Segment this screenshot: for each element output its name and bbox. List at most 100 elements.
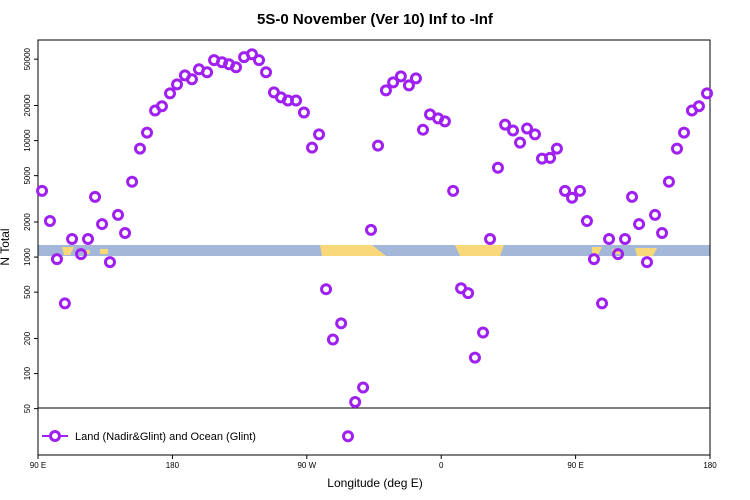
data-point: [260, 66, 273, 79]
data-point: [394, 70, 407, 83]
data-point: [701, 87, 714, 100]
data-point: [626, 190, 639, 203]
data-point: [372, 139, 385, 152]
data-point: [656, 226, 669, 239]
data-point: [514, 136, 527, 149]
data-point: [528, 128, 541, 141]
data-point: [409, 72, 422, 85]
x-tick-label: 0: [439, 461, 444, 470]
data-point: [678, 126, 691, 139]
data-point: [468, 351, 481, 364]
data-point: [326, 333, 339, 346]
data-point: [379, 84, 392, 97]
y-axis-label: N Total: [0, 228, 12, 265]
data-point: [550, 142, 563, 155]
data-point: [66, 232, 79, 245]
legend-marker: [49, 430, 61, 442]
y-tick-label: 5000: [23, 166, 32, 184]
x-tick-label: 90 W: [297, 461, 316, 470]
data-point: [253, 54, 266, 67]
data-point: [580, 215, 593, 228]
data-point: [612, 248, 625, 261]
x-tick-label: 90 E: [567, 461, 583, 470]
y-tick-label: 100: [23, 366, 32, 380]
x-axis-label: Longitude (deg E): [327, 476, 422, 490]
land-patch: [62, 247, 657, 256]
data-point: [335, 317, 348, 330]
data-point: [619, 232, 632, 245]
data-point: [171, 78, 184, 91]
land-patch: [320, 245, 386, 256]
data-point: [96, 218, 109, 231]
y-tick-label: 500: [23, 285, 32, 299]
data-point: [58, 297, 71, 310]
data-point: [43, 215, 56, 228]
data-point: [141, 126, 154, 139]
data-point: [387, 76, 400, 89]
data-point: [133, 142, 146, 155]
y-tick-label: 50000: [23, 47, 32, 70]
data-point: [521, 122, 534, 135]
data-point: [633, 218, 646, 231]
chart-title: 5S-0 November (Ver 10) Inf to -Inf: [257, 11, 494, 28]
data-point: [573, 184, 586, 197]
data-point: [89, 190, 102, 203]
data-point: [558, 184, 571, 197]
x-tick-label: 90 E: [30, 461, 46, 470]
data-point: [484, 232, 497, 245]
data-point: [603, 232, 616, 245]
data-point: [447, 184, 460, 197]
plot-frame: [37, 39, 711, 456]
data-point: [402, 79, 415, 92]
data-point: [290, 94, 303, 107]
data-point: [640, 256, 653, 269]
data-point: [491, 161, 504, 174]
y-tick-label: 200: [23, 331, 32, 345]
y-tick-label: 20000: [23, 94, 32, 117]
data-point: [349, 396, 362, 409]
data-point: [477, 326, 490, 339]
data-point: [297, 106, 310, 119]
y-tick-label: 1000: [23, 248, 32, 266]
data-point: [587, 253, 600, 266]
data-point: [50, 253, 63, 266]
data-point: [416, 123, 429, 136]
data-point: [313, 128, 326, 141]
data-point: [357, 381, 370, 394]
data-point: [662, 175, 675, 188]
data-point: [507, 124, 520, 137]
data-point: [692, 100, 705, 113]
data-point: [306, 141, 319, 154]
legend: Land (Nadir&Glint) and Ocean (Glint): [42, 430, 256, 443]
data-point: [245, 48, 258, 61]
y-tick-label: 50: [23, 404, 32, 413]
data-point: [342, 430, 355, 443]
y-tick-label: 10000: [23, 129, 32, 152]
data-point: [201, 66, 214, 79]
x-tick-label: 180: [166, 461, 180, 470]
data-point: [499, 118, 512, 131]
data-point: [82, 232, 95, 245]
y-tick-label: 2000: [23, 213, 32, 231]
data-point: [119, 226, 132, 239]
data-point: [649, 208, 662, 221]
land-patch: [455, 245, 504, 256]
data-point: [75, 248, 88, 261]
legend-label: Land (Nadir&Glint) and Ocean (Glint): [75, 431, 256, 443]
x-tick-label: 180: [703, 461, 717, 470]
data-point: [438, 115, 451, 128]
data-point: [596, 297, 609, 310]
data-point: [185, 73, 198, 86]
data-point: [36, 184, 49, 197]
data-point: [126, 175, 139, 188]
data-point: [462, 287, 475, 300]
data-point: [544, 151, 557, 164]
data-point: [320, 283, 333, 296]
data-point: [365, 223, 378, 236]
data-point: [103, 256, 116, 269]
map-strip: [38, 245, 710, 256]
data-point: [112, 208, 125, 221]
data-point: [230, 61, 243, 74]
data-point: [155, 100, 168, 113]
